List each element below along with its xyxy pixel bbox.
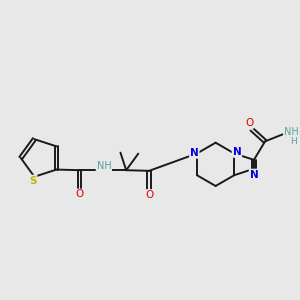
Text: NH: NH: [97, 161, 111, 171]
Text: S: S: [29, 176, 37, 186]
Text: N: N: [232, 147, 241, 157]
Text: N: N: [250, 169, 258, 179]
Text: O: O: [145, 190, 153, 200]
Text: N: N: [190, 148, 199, 158]
Text: NH: NH: [284, 127, 299, 137]
Text: H: H: [290, 137, 297, 146]
Text: O: O: [75, 189, 83, 200]
Text: O: O: [245, 118, 253, 128]
